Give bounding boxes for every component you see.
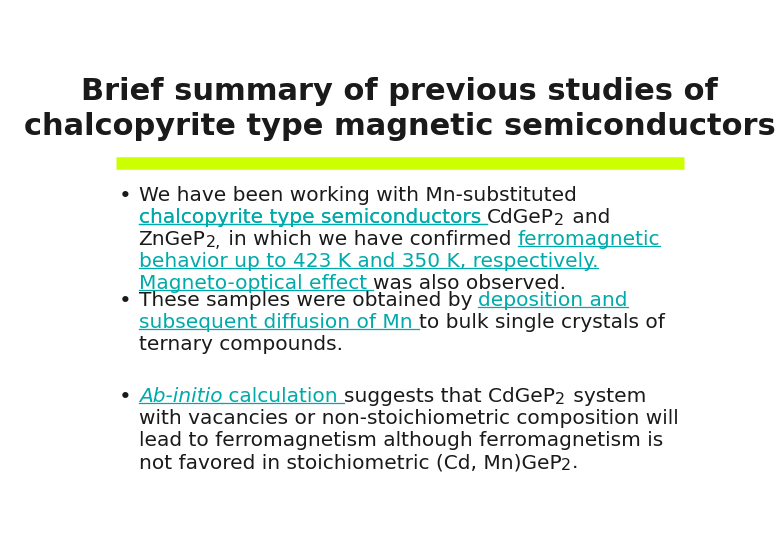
Text: was also observed.: was also observed. [373,274,566,293]
Text: 2: 2 [555,213,565,228]
Text: and: and [566,208,610,227]
Text: 2: 2 [555,392,566,407]
Text: •: • [119,292,131,312]
Text: These samples were obtained by: These samples were obtained by [139,292,478,310]
Text: •: • [119,387,131,407]
Text: 2,: 2, [205,235,221,250]
Text: •: • [119,186,131,206]
Text: ZnGeP: ZnGeP [139,230,205,249]
Text: Brief summary of previous studies of
chalcopyrite type magnetic semiconductors: Brief summary of previous studies of cha… [24,77,775,141]
Text: suggests that CdGeP: suggests that CdGeP [344,387,555,406]
Text: calculation: calculation [222,387,344,406]
Text: chalcopyrite type semiconductors: chalcopyrite type semiconductors [139,208,488,227]
Text: with vacancies or non-stoichiometric composition will: with vacancies or non-stoichiometric com… [139,409,679,428]
Text: Magneto-optical effect: Magneto-optical effect [139,274,373,293]
Text: Ab-initio: Ab-initio [139,387,222,406]
Text: system: system [566,387,646,406]
Text: chalcopyrite type semiconductors: chalcopyrite type semiconductors [139,208,488,227]
Text: CdGeP: CdGeP [488,208,555,227]
Text: We have been working with Mn-substituted: We have been working with Mn-substituted [139,186,576,205]
Text: .: . [572,453,579,472]
Text: in which we have confirmed: in which we have confirmed [222,230,518,249]
Text: not favored in stoichiometric (Cd, Mn)GeP: not favored in stoichiometric (Cd, Mn)Ge… [139,453,562,472]
Text: deposition and: deposition and [478,292,628,310]
Text: to bulk single crystals of: to bulk single crystals of [419,313,665,333]
Text: ternary compounds.: ternary compounds. [139,335,342,354]
Text: 2: 2 [562,458,572,472]
Text: behavior up to 423 K and 350 K, respectively.: behavior up to 423 K and 350 K, respecti… [139,252,598,271]
Text: subsequent diffusion of Mn: subsequent diffusion of Mn [139,313,419,333]
Text: ferromagnetic: ferromagnetic [518,230,661,249]
Text: lead to ferromagnetism although ferromagnetism is: lead to ferromagnetism although ferromag… [139,431,663,450]
